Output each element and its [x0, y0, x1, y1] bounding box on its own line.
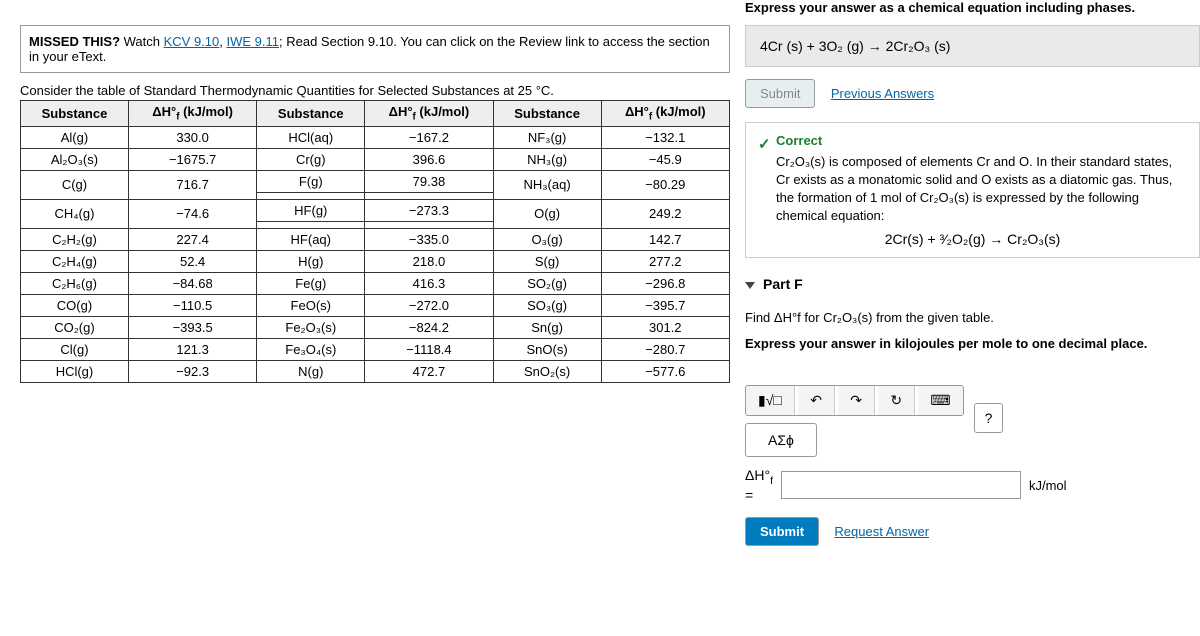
- answer-input[interactable]: [781, 471, 1021, 499]
- table-row: C(g)716.7F(g)79.38NH₃(aq)−80.29: [21, 170, 730, 192]
- submit-button-prev[interactable]: Submit: [745, 79, 815, 108]
- col-substance-2: Substance: [257, 101, 365, 127]
- missed-this-banner: MISSED THIS? Watch KCV 9.10, IWE 9.11; R…: [20, 25, 730, 73]
- table-row: Cl(g)121.3Fe₃O₄(s)−1118.4SnO(s)−280.7: [21, 338, 730, 360]
- thermo-table: Substance ΔH°f (kJ/mol) Substance ΔH°f (…: [20, 100, 730, 383]
- correct-explanation: Cr₂O₃(s) is composed of elements Cr and …: [776, 153, 1187, 226]
- help-button[interactable]: ?: [974, 403, 1004, 433]
- table-row: CO(g)−110.5FeO(s)−272.0SO₃(g)−395.7: [21, 294, 730, 316]
- check-icon: [758, 135, 772, 149]
- link-kcv[interactable]: KCV 9.10: [164, 34, 220, 49]
- formula-toolbar: ▮√□ ↶ ↷ ↻ ⌨: [745, 385, 964, 416]
- table-row: C₂H₂(g)227.4HF(aq)−335.0O₃(g)142.7: [21, 228, 730, 250]
- part-f-line1: Find ΔH°f for Cr₂O₃(s) from the given ta…: [745, 308, 1200, 328]
- thermo-tbody: Al(g)330.0HCl(aq)−167.2NF₃(g)−132.1 Al₂O…: [21, 126, 730, 382]
- table-row: C₂H₆(g)−84.68Fe(g)416.3SO₂(g)−296.8: [21, 272, 730, 294]
- part-f-header[interactable]: Part F: [745, 276, 1200, 292]
- part-f-label: Part F: [763, 276, 803, 292]
- keyboard-icon[interactable]: ⌨: [918, 386, 962, 415]
- tool-sqrt-button[interactable]: ▮√□: [746, 386, 795, 415]
- greek-symbols-button[interactable]: ΑΣϕ: [745, 423, 817, 457]
- table-row: Al(g)330.0HCl(aq)−167.2NF₃(g)−132.1: [21, 126, 730, 148]
- chevron-down-icon: [745, 282, 755, 289]
- col-substance-1: Substance: [21, 101, 129, 127]
- part-f-question: Find ΔH°f for Cr₂O₃(s) from the given ta…: [745, 308, 1200, 353]
- reset-icon[interactable]: ↻: [878, 386, 915, 415]
- correct-label: Correct: [776, 133, 822, 148]
- correct-equation: 2Cr(s) + ³⁄₂O₂(g) → Cr₂O₃(s): [758, 231, 1187, 247]
- link-iwe[interactable]: IWE 9.11: [227, 34, 280, 49]
- missed-text1: Watch: [120, 34, 164, 49]
- table-row: C₂H₄(g)52.4H(g)218.0S(g)277.2: [21, 250, 730, 272]
- col-substance-3: Substance: [493, 101, 601, 127]
- table-row: CH₄(g)−74.6HF(g)−273.3O(g)249.2: [21, 199, 730, 221]
- table-row: Al₂O₃(s)−1675.7Cr(g)396.6NH₃(g)−45.9: [21, 148, 730, 170]
- table-intro: Consider the table of Standard Thermodyn…: [20, 83, 730, 98]
- submit-button[interactable]: Submit: [745, 517, 819, 546]
- col-dh-1: ΔH°f (kJ/mol): [128, 101, 256, 127]
- correct-feedback-box: Correct Cr₂O₃(s) is composed of elements…: [745, 122, 1200, 258]
- table-row: CO₂(g)−393.5Fe₂O₃(s)−824.2Sn(g)301.2: [21, 316, 730, 338]
- express-instruction: Express your answer as a chemical equati…: [745, 0, 1200, 15]
- col-dh-3: ΔH°f (kJ/mol): [601, 101, 729, 127]
- undo-icon[interactable]: ↶: [798, 386, 835, 415]
- part-f-line2: Express your answer in kilojoules per mo…: [745, 334, 1200, 354]
- col-dh-2: ΔH°f (kJ/mol): [365, 101, 493, 127]
- missed-prefix: MISSED THIS?: [29, 34, 120, 49]
- table-row: HCl(g)−92.3N(g)472.7SnO₂(s)−577.6: [21, 360, 730, 382]
- answer-units: kJ/mol: [1029, 478, 1067, 493]
- previous-answers-link[interactable]: Previous Answers: [831, 86, 934, 101]
- request-answer-link[interactable]: Request Answer: [834, 524, 929, 539]
- equation-answer-box: 4Cr (s) + 3O₂ (g) → 2Cr₂O₃ (s): [745, 25, 1200, 67]
- redo-icon[interactable]: ↷: [838, 386, 875, 415]
- missed-text2: ,: [219, 34, 226, 49]
- answer-lhs-label: ΔH°f=: [745, 467, 773, 503]
